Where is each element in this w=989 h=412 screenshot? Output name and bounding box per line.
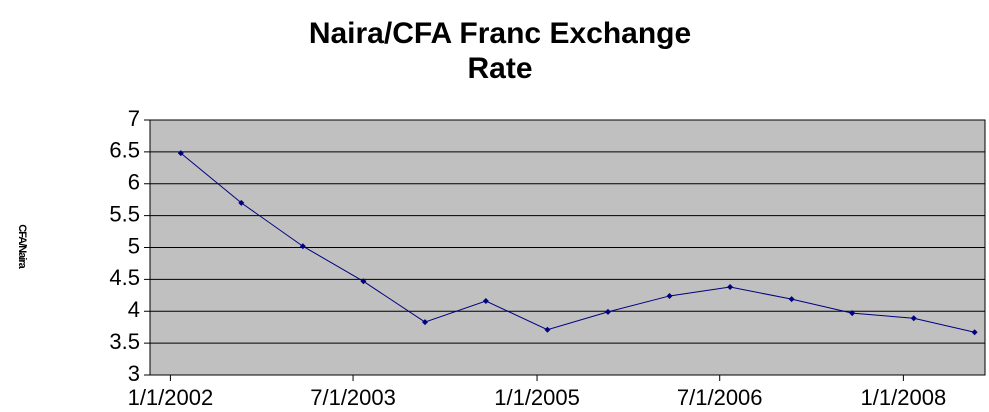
title-line: Naira/CFA Franc Exchange <box>309 17 691 50</box>
y-tick-label: 4.5 <box>109 265 140 290</box>
point <box>604 308 611 315</box>
x-tick-label: 1/1/2002 <box>128 385 214 410</box>
x-tick-label: 1/1/2008 <box>861 385 947 410</box>
y-tick-label: 5.5 <box>109 201 140 226</box>
point <box>544 326 551 333</box>
point <box>421 319 428 326</box>
series-line <box>180 152 975 333</box>
point <box>910 315 917 322</box>
point <box>788 296 795 303</box>
y-tick-label: 6 <box>128 170 140 195</box>
y-tick-label: 6.5 <box>109 138 140 163</box>
y-tick-label: 4 <box>128 297 140 322</box>
point <box>849 310 856 317</box>
title-line: Rate <box>467 52 532 85</box>
x-tick-label: 7/1/2006 <box>677 385 763 410</box>
y-tick-label: 3.5 <box>109 329 140 354</box>
point <box>727 284 734 291</box>
point <box>666 292 673 299</box>
point <box>482 298 489 305</box>
point <box>177 150 184 157</box>
point <box>238 199 245 206</box>
chart-title: Naira/CFA Franc Exchange Rate <box>309 17 691 85</box>
point <box>360 278 367 285</box>
y-tick-label: 3 <box>128 361 140 386</box>
y-axis-label: CFA/Naira <box>16 224 28 269</box>
point <box>299 243 306 250</box>
y-tick-label: 7 <box>128 106 140 131</box>
x-tick-label: 7/1/2003 <box>310 385 396 410</box>
x-tick-label: 1/1/2005 <box>494 385 580 410</box>
y-tick-label: 5 <box>128 233 140 258</box>
point <box>971 329 978 336</box>
